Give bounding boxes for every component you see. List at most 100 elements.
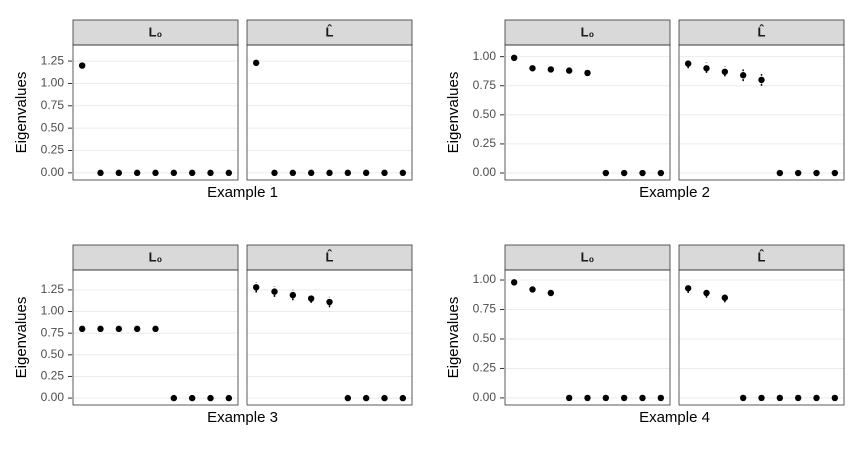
point: [639, 394, 646, 402]
strip: [246, 244, 413, 271]
panel-border: [72, 44, 239, 181]
y-tick-label: 0.75: [473, 78, 497, 92]
point: [344, 394, 352, 402]
point: [271, 169, 278, 177]
strip: [678, 19, 845, 46]
point: [207, 169, 214, 177]
point: [97, 325, 104, 333]
chart-title: Example 2: [639, 184, 710, 201]
panel-background: [679, 45, 844, 180]
point: [510, 279, 518, 286]
chart-title: Example 3: [207, 409, 278, 426]
point: [326, 298, 333, 306]
panel-background: [505, 45, 670, 180]
point: [776, 394, 784, 402]
y-tick-label: 0.75: [473, 302, 497, 316]
chart-title: Example 4: [639, 409, 710, 426]
point: [684, 60, 692, 67]
strip: [72, 19, 239, 46]
y-tick-label: 0.25: [473, 361, 497, 375]
point: [271, 288, 278, 295]
y-tick-label: 0.75: [41, 98, 65, 112]
point: [115, 169, 123, 177]
y-tick-label: 0.50: [41, 120, 65, 134]
point: [252, 284, 260, 291]
point: [565, 67, 573, 74]
chart-title: Example 1: [207, 184, 278, 201]
point: [721, 294, 729, 301]
point: [657, 169, 665, 177]
point: [529, 65, 536, 72]
panel-border: [72, 269, 239, 406]
strip-label: L₀: [581, 24, 595, 39]
panel-border: [504, 44, 671, 181]
y-tick-label: 1.00: [473, 272, 497, 286]
point: [721, 68, 729, 75]
point: [307, 295, 315, 302]
point: [831, 394, 839, 402]
point: [170, 394, 178, 402]
y-axis-label: Eigenvalues: [445, 72, 462, 154]
point: [620, 169, 628, 177]
point: [289, 169, 297, 177]
strip-label: L₀: [581, 249, 595, 264]
strip: [678, 244, 845, 271]
point: [703, 289, 710, 297]
point: [188, 169, 196, 177]
point: [547, 289, 555, 297]
point: [381, 169, 388, 177]
point: [152, 169, 159, 177]
y-tick-label: 0.25: [41, 143, 65, 157]
y-tick-label: 0.50: [473, 107, 497, 121]
panel-background: [73, 45, 238, 180]
y-tick-label: 1.00: [41, 76, 65, 90]
strip: [504, 19, 671, 46]
point: [602, 169, 610, 177]
point: [133, 169, 141, 177]
strip-label: L̂: [758, 24, 766, 39]
strip: [72, 244, 239, 271]
point: [344, 169, 352, 177]
point: [529, 286, 536, 293]
point: [115, 325, 123, 333]
point: [584, 69, 591, 77]
strip-label: L̂: [758, 249, 766, 264]
point: [657, 394, 665, 402]
point: [307, 169, 315, 177]
point: [326, 169, 333, 177]
panel-border: [678, 44, 845, 181]
y-tick-label: 0.25: [473, 136, 497, 150]
panel-border: [246, 269, 413, 406]
strip-label: L̂: [326, 249, 334, 264]
point: [831, 169, 839, 177]
point: [739, 394, 747, 402]
point: [152, 325, 159, 333]
strip-label: L̂: [326, 24, 334, 39]
point: [639, 169, 646, 177]
point: [289, 291, 297, 299]
panel-border: [504, 269, 671, 406]
point: [794, 169, 802, 177]
point: [794, 394, 802, 402]
point: [813, 394, 820, 402]
point: [813, 169, 820, 177]
point: [602, 394, 610, 402]
y-tick-label: 0.00: [41, 165, 65, 179]
point: [188, 394, 196, 402]
y-tick-label: 0.00: [41, 390, 65, 404]
point: [78, 62, 86, 69]
y-tick-label: 0.00: [473, 390, 497, 404]
point: [252, 59, 260, 67]
y-tick-label: 0.50: [473, 331, 497, 345]
y-tick-label: 1.25: [41, 53, 65, 67]
point: [739, 72, 747, 79]
point: [399, 394, 407, 402]
point: [758, 394, 765, 402]
y-tick-label: 0.25: [41, 369, 65, 383]
y-axis-label: Eigenvalues: [445, 297, 462, 379]
panel-background: [679, 270, 844, 405]
panel-background: [247, 45, 412, 180]
point: [565, 394, 573, 402]
point: [758, 76, 765, 84]
